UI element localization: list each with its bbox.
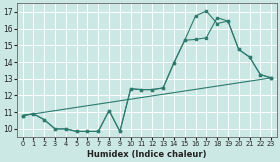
X-axis label: Humidex (Indice chaleur): Humidex (Indice chaleur): [87, 150, 207, 159]
